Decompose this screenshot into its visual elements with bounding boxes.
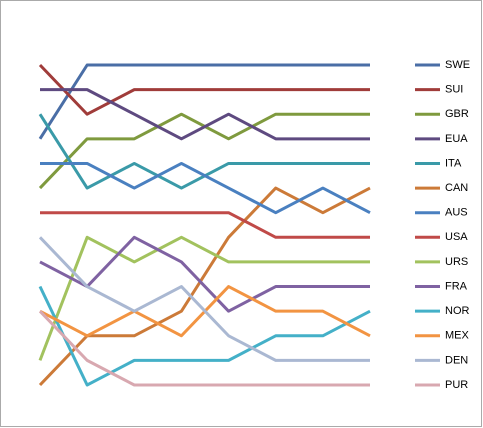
series-line	[38, 236, 370, 362]
series-line	[38, 235, 370, 361]
series-line	[39, 235, 370, 313]
legend-label: ITA	[445, 157, 462, 169]
legend-label: FRA	[445, 280, 468, 292]
series-line	[38, 310, 370, 387]
legend-label: USA	[445, 231, 468, 243]
series-line	[38, 186, 371, 387]
legend-label: PUR	[445, 379, 468, 391]
series-line	[38, 63, 370, 116]
legend-label: SWE	[445, 59, 470, 71]
legend-label: URS	[445, 256, 468, 268]
legend-label: NOR	[445, 305, 470, 317]
legend-label: AUS	[445, 207, 468, 219]
series-line	[40, 211, 370, 239]
series-line	[40, 161, 371, 215]
legend-label: CAN	[445, 182, 468, 194]
legend-label: MEX	[445, 330, 470, 342]
legend-label: DEN	[445, 354, 468, 366]
legend-label: SUI	[445, 84, 463, 96]
series-line	[38, 285, 371, 387]
legend-label: GBR	[445, 108, 469, 120]
series-line	[38, 63, 370, 140]
series-line	[40, 88, 370, 141]
legend-label: EUA	[445, 133, 468, 145]
